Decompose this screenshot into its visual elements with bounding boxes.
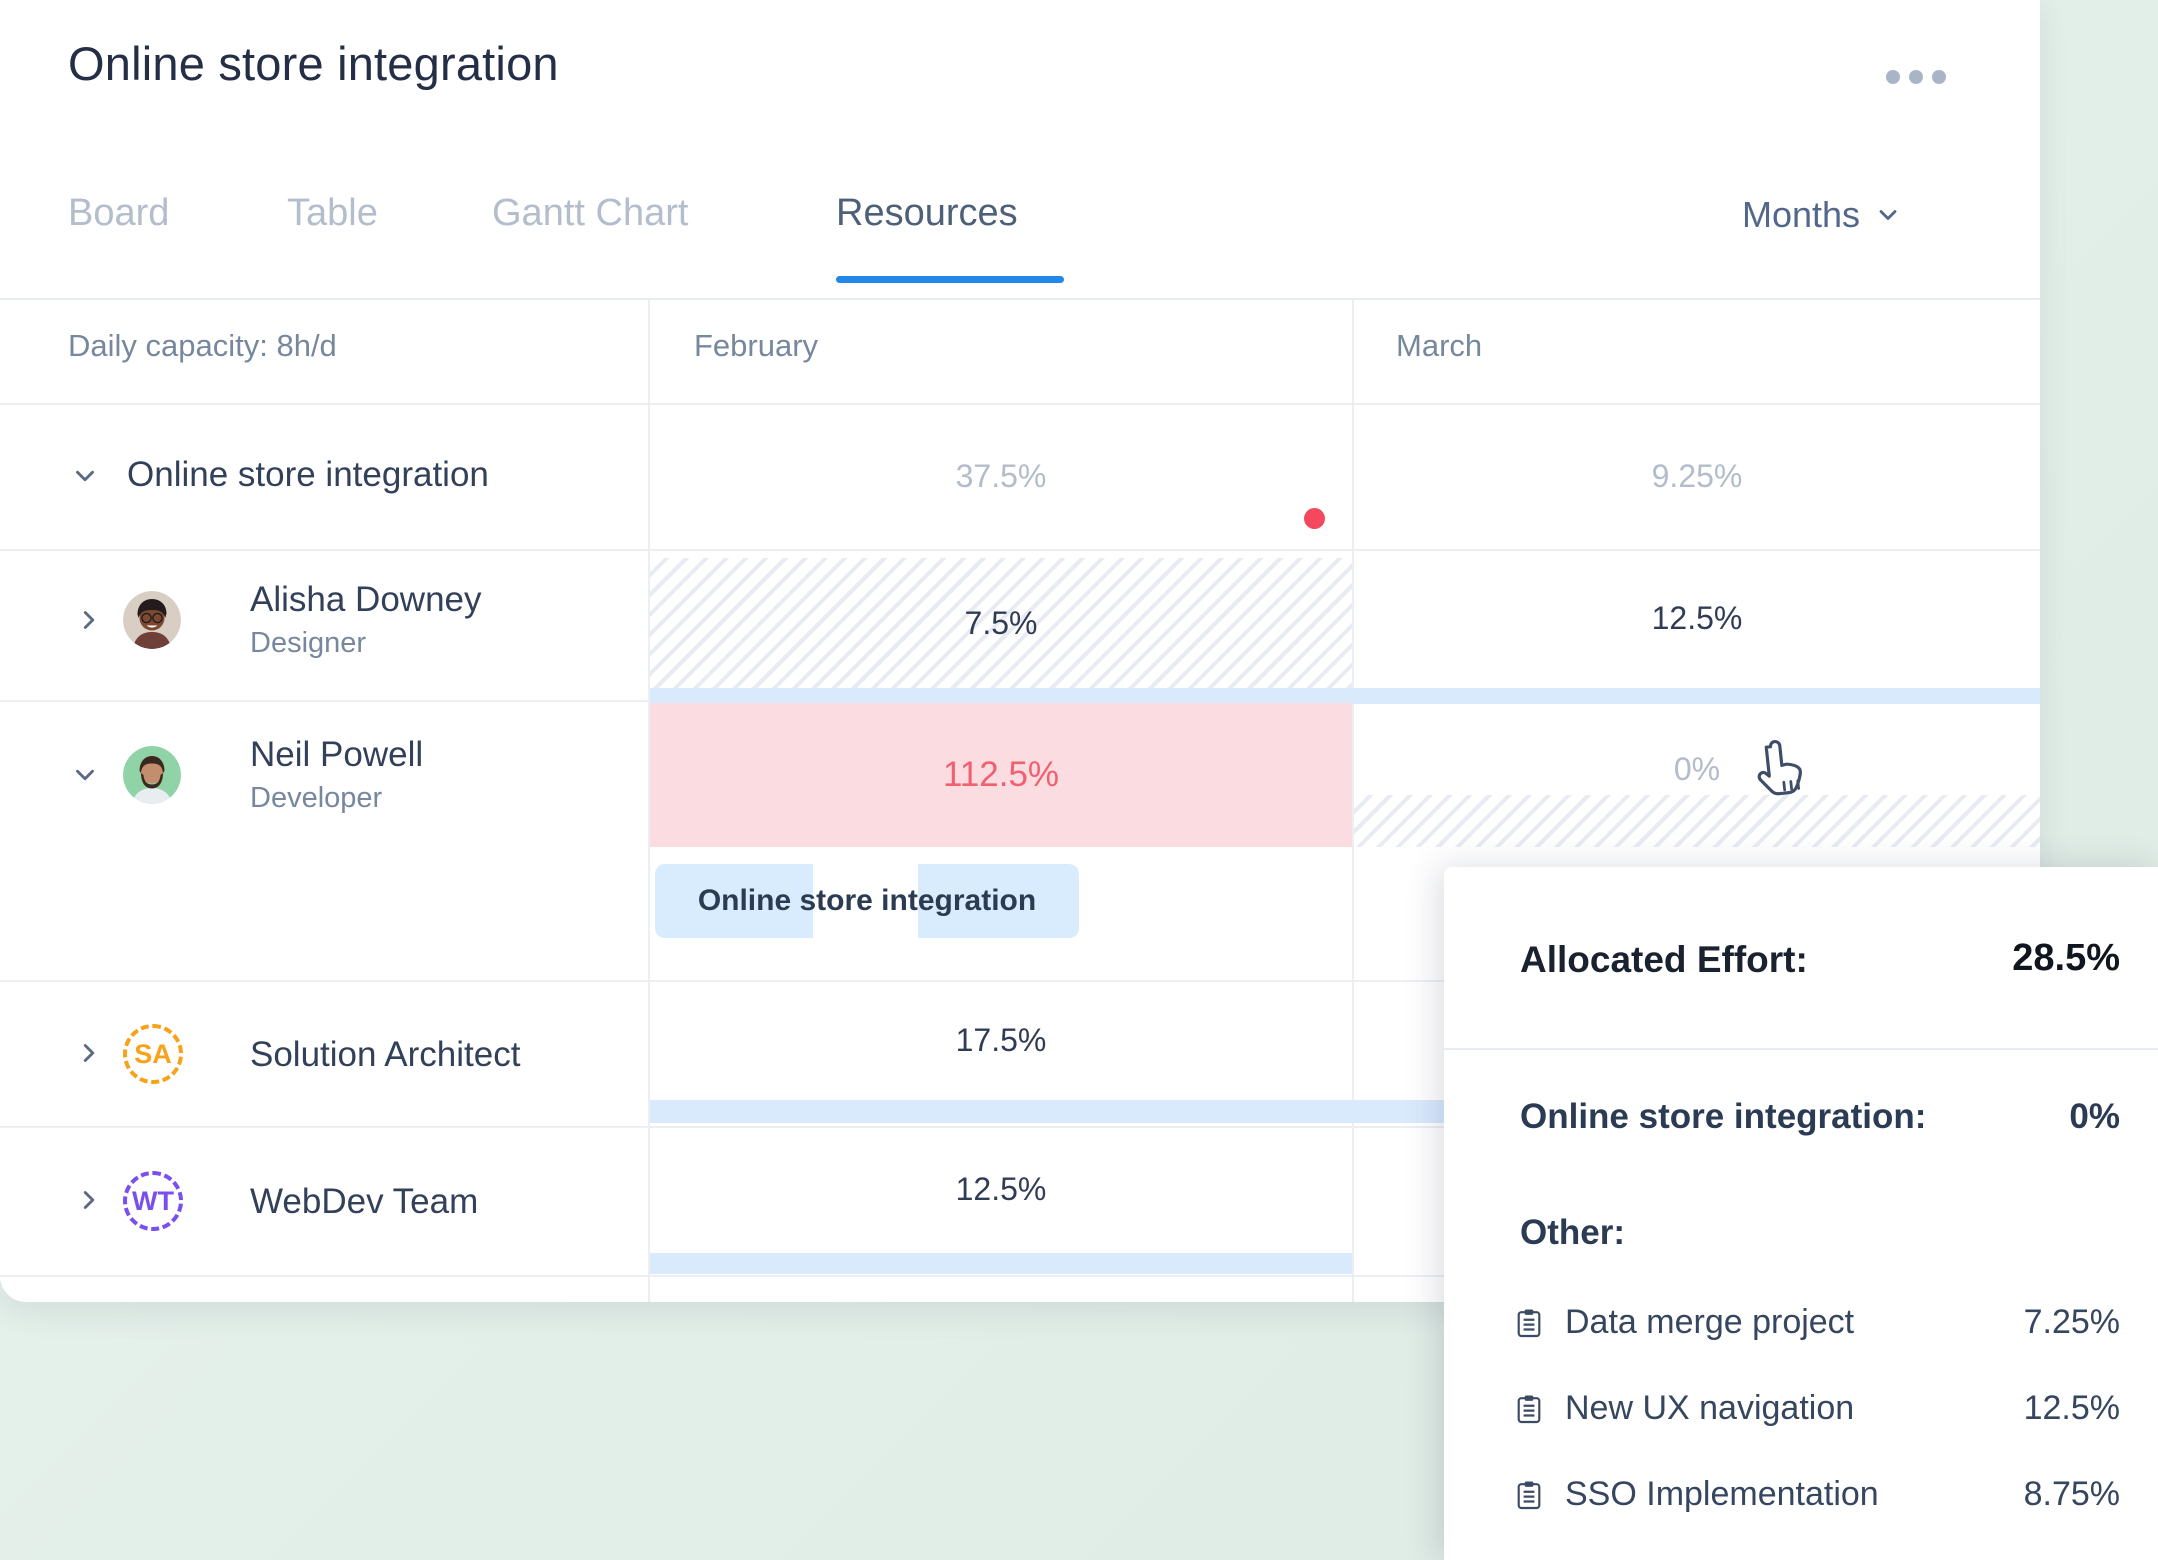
page-title: Online store integration [68,37,559,90]
clipboard-icon [1517,1395,1541,1424]
tab-table[interactable]: Table [287,192,378,234]
capacity-cell-alisha-march[interactable]: 12.5% [1354,549,2040,688]
tooltip-task-name: New UX navigation [1565,1389,1855,1427]
expand-chevron-icon[interactable] [74,1038,104,1068]
row-divider [0,980,2040,982]
tooltip-task-value: 12.5% [2023,1389,2120,1427]
expand-chevron-icon[interactable] [74,605,104,635]
clipboard-icon [1517,1309,1541,1338]
capacity-cell-alisha-february[interactable]: 7.5% [650,558,1352,688]
expand-chevron-icon[interactable] [74,1185,104,1215]
neil-avatar-image [123,746,181,804]
allocated-effort-label: Allocated Effort: [1520,939,1808,980]
collapse-chevron-icon[interactable] [70,760,100,790]
row-divider [0,549,2040,551]
hand-cursor-icon [1757,739,1802,796]
role-badge-initials: SA [134,1038,172,1069]
capacity-cell-group-february[interactable]: 37.5% [650,404,1352,549]
tab-gantt-chart[interactable]: Gantt Chart [492,192,689,234]
capacity-cell-neil-march[interactable]: 0% [1354,703,2040,835]
team-badge-wt[interactable]: WT [123,1171,183,1231]
capacity-value: 0% [1673,750,1721,787]
row-divider [0,403,2040,405]
tooltip-project-label: Online store integration: [1520,1097,1927,1136]
task-allocation-bar[interactable]: Online store integration [655,864,1079,938]
tooltip-other-label: Other: [1520,1213,1625,1252]
column-divider [1352,298,1354,1302]
tooltip-task-value: 7.25% [2023,1303,2120,1341]
capacity-cell-webdev-february[interactable]: 12.5% [650,1127,1352,1252]
tooltip-task-row: Data merge project 7.25% [1444,1301,2158,1349]
capacity-value: 37.5% [955,458,1047,494]
tooltip-task-name: SSO Implementation [1565,1475,1879,1513]
chevron-down-icon [1879,210,1897,220]
month-header-march: March [1396,328,1483,363]
availability-hatch-band [1354,795,2040,847]
person-row-name[interactable]: Neil Powell [250,735,424,774]
person-row-role: Designer [250,627,367,659]
header-divider [0,298,2040,300]
allocation-tooltip: Allocated Effort: 28.5% Online store int… [1444,867,2158,1560]
avatar[interactable] [123,746,181,804]
ellipsis-icon [1932,70,1946,84]
team-badge-initials: WT [132,1185,174,1216]
period-selector-label: Months [1742,194,1861,235]
ellipsis-icon [1909,70,1923,84]
period-selector[interactable]: Months [1742,194,1902,236]
person-row-name[interactable]: Alisha Downey [250,580,482,619]
alisha-avatar-image [123,591,181,649]
capacity-cell-group-march[interactable]: 9.25% [1354,404,2040,549]
role-badge-sa[interactable]: SA [123,1024,183,1084]
column-divider [648,298,650,1302]
group-row-name[interactable]: Online store integration [127,455,489,494]
tooltip-divider [1444,1048,2158,1050]
capacity-value: 12.5% [955,1171,1047,1207]
allocation-strip [650,688,2040,704]
capacity-value: 12.5% [1651,600,1743,636]
ellipsis-icon [1886,70,1900,84]
month-header-february: February [694,328,819,363]
capacity-cell-sa-february[interactable]: 17.5% [650,981,1352,1099]
allocation-strip [650,1253,1352,1274]
capacity-value: 7.5% [964,604,1038,641]
collapse-chevron-icon[interactable] [70,461,100,491]
team-row-name[interactable]: WebDev Team [250,1182,479,1221]
tooltip-task-value: 8.75% [2023,1475,2120,1513]
person-row-role: Developer [250,782,383,814]
active-tab-underline [836,276,1064,283]
overallocation-alert-dot [1304,508,1325,529]
tooltip-task-row: New UX navigation 12.5% [1444,1387,2158,1435]
tooltip-task-row: SSO Implementation 8.75% [1444,1473,2158,1521]
clipboard-icon [1517,1481,1541,1510]
allocated-effort-value: 28.5% [2012,937,2120,979]
tooltip-project-value: 0% [2069,1097,2120,1136]
capacity-cell-neil-february-overallocated[interactable]: 112.5% [650,703,1352,847]
task-bar-gap [813,864,918,938]
avatar[interactable] [123,591,181,649]
capacity-header: Daily capacity: 8h/d [68,328,337,363]
tab-resources[interactable]: Resources [836,192,1018,234]
task-bar-label: Online store integration [697,884,1037,917]
tooltip-task-name: Data merge project [1565,1303,1855,1341]
tab-board[interactable]: Board [68,192,170,234]
capacity-value: 9.25% [1651,458,1743,494]
row-divider [0,1126,2040,1128]
capacity-value: 112.5% [942,755,1060,794]
more-options-button[interactable] [1886,70,1946,84]
role-row-name[interactable]: Solution Architect [250,1035,521,1074]
row-divider [0,1275,2040,1277]
capacity-value: 17.5% [955,1021,1047,1058]
